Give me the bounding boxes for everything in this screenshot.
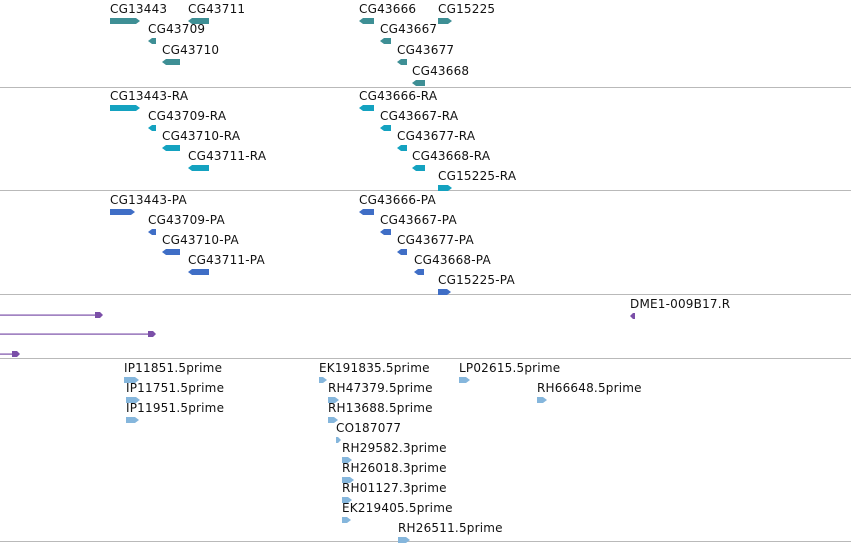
est-glyph[interactable]: [126, 397, 140, 403]
feature-label: LP02615.5prime: [459, 361, 561, 375]
gene-glyph[interactable]: [380, 38, 391, 44]
bac-end-track: DME1-009B17.R: [0, 295, 851, 359]
feature-label: CG13443: [110, 2, 168, 16]
transcript-glyph[interactable]: [188, 165, 209, 171]
feature-label: RH26511.5prime: [398, 521, 503, 535]
feature-label: CG43710-PA: [162, 233, 239, 247]
gene-glyph[interactable]: [359, 18, 374, 24]
gene-glyph[interactable]: [188, 18, 209, 24]
transcript-glyph[interactable]: [148, 125, 156, 131]
feature-label: EK191835.5prime: [319, 361, 430, 375]
feature-label: IP11951.5prime: [126, 401, 225, 415]
bac-end-glyph[interactable]: [630, 313, 635, 319]
feature-label: DME1-009B17.R: [630, 297, 731, 311]
est-glyph[interactable]: [398, 537, 410, 543]
protein-track: CG13443-PA CG43709-PA CG43710-PA CG43711…: [0, 191, 851, 295]
feature-label: CG43709: [148, 22, 206, 36]
transcript-glyph[interactable]: [397, 145, 407, 151]
feature-label: CG15225-RA: [438, 169, 517, 183]
feature-label: CG13443-PA: [110, 193, 187, 207]
feature-label: EK219405.5prime: [342, 501, 453, 515]
feature-label: CG43668: [412, 64, 470, 78]
feature-label: CG43668-PA: [414, 253, 491, 267]
feature-label: CG43711-RA: [188, 149, 267, 163]
feature-label: CG43711-PA: [188, 253, 265, 267]
feature-label: RH66648.5prime: [537, 381, 642, 395]
est-glyph[interactable]: [342, 457, 352, 463]
feature-label: CG43666-RA: [359, 89, 438, 103]
transcript-glyph[interactable]: [359, 105, 374, 111]
protein-glyph[interactable]: [359, 209, 374, 215]
feature-label: RH13688.5prime: [328, 401, 433, 415]
transcript-glyph[interactable]: [412, 165, 425, 171]
feature-label: IP11851.5prime: [124, 361, 223, 375]
feature-label: CG43666: [359, 2, 417, 16]
feature-label: CG43677: [397, 43, 455, 57]
feature-label: CG43709-PA: [148, 213, 225, 227]
feature-label: RH47379.5prime: [328, 381, 433, 395]
transcript-glyph[interactable]: [438, 185, 452, 191]
feature-label: RH26018.3prime: [342, 461, 447, 475]
transcript-glyph[interactable]: [110, 105, 140, 111]
feature-label: CG43677-RA: [397, 129, 476, 143]
feature-label: CG43709-RA: [148, 109, 227, 123]
protein-glyph[interactable]: [110, 209, 135, 215]
est-glyph[interactable]: [336, 437, 341, 443]
gene-glyph[interactable]: [412, 80, 425, 86]
gene-track: CG13443 CG43711 CG43709 CG43710 CG43666 …: [0, 0, 851, 88]
protein-glyph[interactable]: [414, 269, 424, 275]
gene-glyph[interactable]: [148, 38, 156, 44]
feature-label: CG43710-RA: [162, 129, 241, 143]
gene-glyph[interactable]: [162, 59, 180, 65]
est-glyph[interactable]: [328, 417, 338, 423]
transcript-track: CG13443-RA CG43709-RA CG43710-RA CG43711…: [0, 88, 851, 191]
feature-label: CG43711: [188, 2, 246, 16]
feature-label: IP11751.5prime: [126, 381, 225, 395]
bac-end-glyph[interactable]: [0, 351, 20, 357]
est-glyph[interactable]: [319, 377, 327, 383]
protein-glyph[interactable]: [438, 289, 451, 295]
feature-label: CG43668-RA: [412, 149, 491, 163]
est-glyph[interactable]: [328, 397, 339, 403]
feature-label: CG43677-PA: [397, 233, 474, 247]
gene-glyph[interactable]: [110, 18, 140, 24]
est-glyph[interactable]: [342, 517, 351, 523]
feature-label: CG43667: [380, 22, 438, 36]
bac-end-glyph[interactable]: [0, 331, 156, 337]
est-glyph[interactable]: [342, 497, 352, 503]
feature-label: CG15225: [438, 2, 496, 16]
protein-glyph[interactable]: [162, 249, 180, 255]
feature-label: CG13443-RA: [110, 89, 189, 103]
est-track: IP11851.5prime IP11751.5prime IP11951.5p…: [0, 359, 851, 543]
transcript-glyph[interactable]: [162, 145, 180, 151]
transcript-glyph[interactable]: [380, 125, 391, 131]
bac-end-glyph[interactable]: [0, 312, 103, 318]
est-glyph[interactable]: [124, 377, 139, 383]
est-glyph[interactable]: [342, 477, 354, 483]
feature-label: CG43667-PA: [380, 213, 457, 227]
est-glyph[interactable]: [126, 417, 139, 423]
feature-label: CG43710: [162, 43, 220, 57]
protein-glyph[interactable]: [148, 229, 156, 235]
feature-label: CG15225-PA: [438, 273, 515, 287]
gene-glyph[interactable]: [397, 59, 407, 65]
feature-label: CG43666-PA: [359, 193, 436, 207]
gene-glyph[interactable]: [438, 18, 452, 24]
protein-glyph[interactable]: [188, 269, 209, 275]
feature-label: CO187077: [336, 421, 402, 435]
protein-glyph[interactable]: [380, 229, 391, 235]
est-glyph[interactable]: [537, 397, 547, 403]
feature-label: RH01127.3prime: [342, 481, 447, 495]
est-glyph[interactable]: [459, 377, 470, 383]
feature-label: CG43667-RA: [380, 109, 459, 123]
feature-label: RH29582.3prime: [342, 441, 447, 455]
protein-glyph[interactable]: [397, 249, 407, 255]
